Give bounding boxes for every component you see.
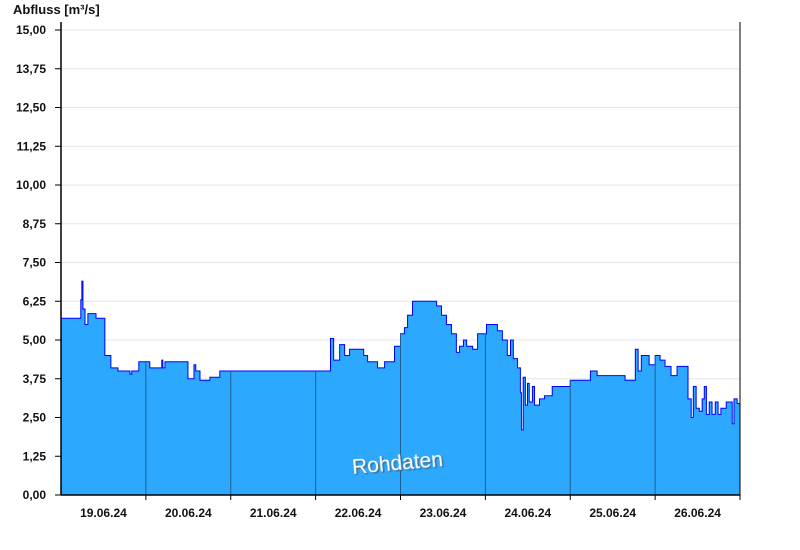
y-tick-label: 3,75 — [23, 372, 47, 386]
y-tick-label: 12,50 — [16, 101, 46, 115]
y-tick-label: 8,75 — [23, 217, 47, 231]
y-tick-label: 2,50 — [23, 411, 47, 425]
x-tick-label: 21.06.24 — [250, 506, 297, 520]
y-tick-label: 5,00 — [23, 333, 47, 347]
x-tick-label: 26.06.24 — [674, 506, 721, 520]
discharge-line — [61, 280, 740, 431]
x-tick-label: 19.06.24 — [80, 506, 127, 520]
x-tick-label: 20.06.24 — [165, 506, 212, 520]
y-tick-label: 7,50 — [23, 256, 47, 270]
y-tick-label: 1,25 — [23, 449, 47, 463]
day-separators — [145, 333, 656, 495]
y-tick-label: 13,75 — [16, 62, 46, 76]
x-tick-label: 22.06.24 — [335, 506, 382, 520]
y-axis-title: Abfluss [m³/s] — [13, 2, 100, 17]
x-tick-label: 25.06.24 — [589, 506, 636, 520]
y-tick-label: 6,25 — [23, 294, 47, 308]
y-tick-label: 15,00 — [16, 23, 46, 37]
x-tick-label: 24.06.24 — [504, 506, 551, 520]
x-tick-labels: 19.06.24 20.06.24 21.06.24 22.06.24 23.06.24… — [80, 506, 721, 520]
y-tick-label: 0,00 — [23, 488, 47, 502]
y-tick-labels: 0,00 1,25 2,50 3,75 5,00 6,25 7,50 8,75 10,00 11,… — [16, 23, 46, 502]
y-tick-label: 10,00 — [16, 178, 46, 192]
x-tick-label: 23.06.24 — [420, 506, 467, 520]
y-tick-label: 11,25 — [17, 139, 47, 153]
axes — [55, 22, 741, 500]
